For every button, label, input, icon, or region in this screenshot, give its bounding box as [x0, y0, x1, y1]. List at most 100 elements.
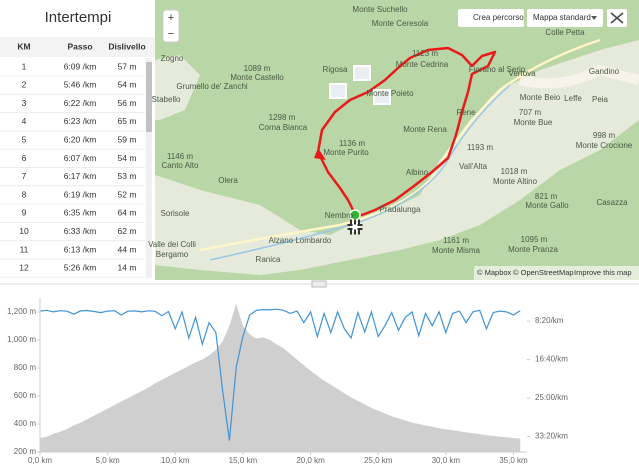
map-label: 1123 m — [412, 49, 438, 58]
route-arrow — [314, 148, 326, 160]
map-label: Monte Castello — [230, 73, 284, 82]
map-label: Monte Poieto — [366, 89, 414, 98]
map-label: Corna Bianca — [259, 123, 308, 132]
x-tick-label: 35,0 km — [499, 456, 528, 465]
photo[interactable] — [373, 89, 391, 105]
map-label: Nembro — [325, 211, 354, 220]
map-label: Stabello — [152, 95, 181, 104]
table-cell: 57 m — [118, 61, 137, 71]
map-label: Rene — [456, 108, 476, 117]
column-header: Dislivello — [108, 41, 145, 51]
table-cell: 6:13 /km — [64, 244, 97, 254]
y-tick-label: 1,000 m — [7, 335, 36, 344]
map-label: 998 m — [593, 131, 616, 140]
table-cell: 6:19 /km — [64, 189, 97, 199]
table-cell: 6:09 /km — [64, 61, 97, 71]
map-label: Albino — [406, 168, 429, 177]
create-route-button[interactable] — [458, 9, 524, 27]
road — [199, 38, 601, 252]
elevation-area — [40, 303, 521, 452]
zoom-in[interactable]: + — [168, 12, 174, 24]
y-tick-label: 400 m — [14, 419, 37, 428]
valley — [518, 64, 639, 89]
map-label: Peia — [592, 95, 609, 104]
attribution[interactable]: Improve this map — [574, 268, 632, 277]
y-tick-label: 200 m — [14, 447, 37, 456]
map-label: Pradalunga — [380, 205, 421, 214]
attribution: © Mapbox — [477, 268, 512, 277]
zoom-control — [162, 9, 180, 43]
map-style-label[interactable]: Mappa standard — [533, 13, 591, 22]
map-label: Canto Alto — [162, 161, 199, 170]
table-cell: 5:46 /km — [64, 80, 97, 90]
table-cell: 3 — [22, 98, 27, 108]
map-label: Zogno — [161, 54, 184, 63]
table-cell: 14 m — [118, 263, 137, 273]
route — [316, 46, 497, 217]
map-label: Monte Purito — [323, 148, 369, 157]
map-label: Rigosa — [323, 65, 348, 74]
map-label: Alzano Lombardo — [269, 236, 332, 245]
y2-tick-label: 8:20/km — [535, 316, 564, 325]
zoom-out[interactable]: − — [168, 28, 174, 40]
map-label: Fiorano al Serio — [469, 65, 526, 74]
table-cell: 6:33 /km — [64, 226, 97, 236]
valley — [155, 55, 200, 120]
finish-marker — [347, 219, 363, 235]
table-cell: 6:07 /km — [64, 153, 97, 163]
y-tick-label: 1,200 m — [7, 307, 36, 316]
map-label: Leffe — [564, 94, 582, 103]
column-header: Passo — [67, 41, 92, 51]
attribution-bg — [474, 266, 639, 280]
dropdown-arrow — [591, 16, 597, 20]
attribution[interactable]: © OpenStreetMap — [513, 268, 574, 277]
map-label: Monte Gallo — [525, 201, 569, 210]
map-label: 1146 m — [167, 152, 193, 161]
scrollbar-thumb[interactable] — [146, 62, 152, 132]
table-cell: 6:17 /km — [64, 171, 97, 181]
valley — [155, 40, 639, 275]
photo[interactable] — [329, 83, 347, 99]
map-label: Grumello de' Zanchi — [176, 82, 248, 91]
map-label: Casazza — [596, 198, 628, 207]
map-label: Sorisole — [161, 209, 190, 218]
map-label: Vertova — [508, 69, 536, 78]
table-cell: 5 — [22, 134, 27, 144]
photo[interactable] — [353, 65, 371, 81]
resize-handle[interactable] — [311, 280, 327, 288]
table-cell: 10 — [19, 226, 29, 236]
map-label: Monte Ceresola — [372, 19, 429, 28]
map-label: Monte Altino — [493, 177, 538, 186]
table-cell: 64 m — [118, 208, 137, 218]
map-label: Monte Suchello — [352, 5, 408, 14]
table-cell: 11 — [20, 244, 29, 254]
map-labels: Monte Suchello Monte Ceresola Colle Petta V… — [148, 5, 633, 264]
x-tick-label: 20,0 km — [296, 456, 325, 465]
map-label: 1298 m — [269, 113, 296, 122]
x-tick-label: 5,0 km — [96, 456, 120, 465]
map-label: 1095 m — [521, 235, 548, 244]
y2-tick-label: 33:20/km — [535, 432, 568, 441]
map-label: Olera — [218, 176, 238, 185]
map-label: Ranica — [256, 255, 281, 264]
table-cell: 6 — [22, 153, 27, 163]
table-cell: 8 — [22, 189, 27, 199]
map: Monte Suchello Monte Ceresola Colle Petta V… — [148, 0, 639, 280]
map-label: 1193 m — [467, 143, 493, 152]
table-cell: 9 — [22, 208, 27, 218]
create-route-label[interactable]: Crea percorso — [473, 13, 524, 22]
column-header: KM — [17, 41, 30, 51]
x-tick-label: 0,0 km — [28, 456, 52, 465]
map-style-button[interactable] — [527, 9, 603, 27]
panel-title: Intertempi — [45, 9, 112, 26]
map-label: Monte Pranza — [508, 245, 558, 254]
table-cell: 6:35 /km — [64, 208, 97, 218]
x-tick-label: 30,0 km — [432, 456, 461, 465]
chart: 200 m 400 m 600 m 800 m 1,000 m 1,200 m 8:20/k… — [7, 298, 568, 465]
map-label: Monte Rena — [403, 125, 447, 134]
table-cell: 1 — [22, 61, 27, 71]
splits-table: KM Passo Dislivello 1 6:09 /km 57 m 2 5:46 /km 5… — [0, 41, 146, 278]
table-cell: 2 — [22, 80, 27, 90]
y-tick-label: 600 m — [14, 391, 37, 400]
pace-line — [39, 308, 521, 441]
